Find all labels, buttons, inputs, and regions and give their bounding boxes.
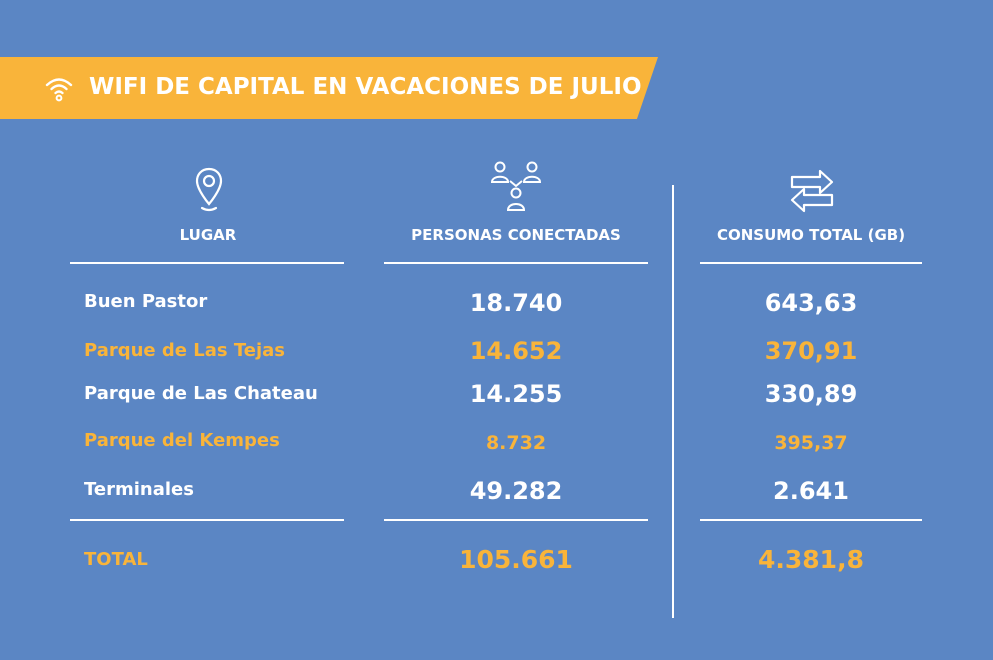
row-people: 49.282 bbox=[469, 477, 563, 505]
column-header-personas: PERSONAS CONECTADAS bbox=[411, 226, 621, 244]
total-people: 105.661 bbox=[459, 545, 573, 574]
wifi-icon bbox=[45, 78, 73, 102]
header-divider-consumo bbox=[700, 262, 922, 264]
row-place: Parque de Las Tejas bbox=[84, 340, 285, 361]
column-header-consumo: CONSUMO TOTAL (GB) bbox=[716, 226, 906, 244]
row-people: 14.255 bbox=[469, 380, 563, 408]
column-separator bbox=[672, 185, 674, 618]
column-header-lugar: LUGAR bbox=[179, 226, 237, 244]
row-place: Parque de Las Chateau bbox=[84, 383, 318, 404]
row-consumption: 643,63 bbox=[764, 289, 858, 317]
transfer-arrows-icon bbox=[790, 169, 834, 213]
row-place: Terminales bbox=[84, 479, 194, 500]
row-people: 18.740 bbox=[469, 289, 563, 317]
row-place: Parque del Kempes bbox=[84, 430, 280, 451]
row-place: Buen Pastor bbox=[84, 291, 208, 312]
page-title: WIFI DE CAPITAL EN VACACIONES DE JULIO bbox=[89, 74, 642, 100]
total-divider-personas bbox=[384, 519, 648, 521]
total-divider-consumo bbox=[700, 519, 922, 521]
row-people: 8.732 bbox=[485, 432, 547, 454]
row-consumption: 2.641 bbox=[773, 477, 849, 505]
total-consumption: 4.381,8 bbox=[758, 545, 864, 574]
people-network-icon bbox=[490, 161, 542, 211]
header-divider-lugar bbox=[70, 262, 344, 264]
title-banner bbox=[0, 57, 658, 119]
row-people: 14.652 bbox=[469, 337, 563, 365]
total-divider-lugar bbox=[70, 519, 344, 521]
row-consumption: 370,91 bbox=[764, 337, 858, 365]
row-consumption: 330,89 bbox=[764, 380, 858, 408]
row-consumption: 395,37 bbox=[774, 432, 848, 454]
location-pin-icon bbox=[195, 167, 223, 212]
header-divider-personas bbox=[384, 262, 648, 264]
total-label: TOTAL bbox=[84, 549, 148, 570]
